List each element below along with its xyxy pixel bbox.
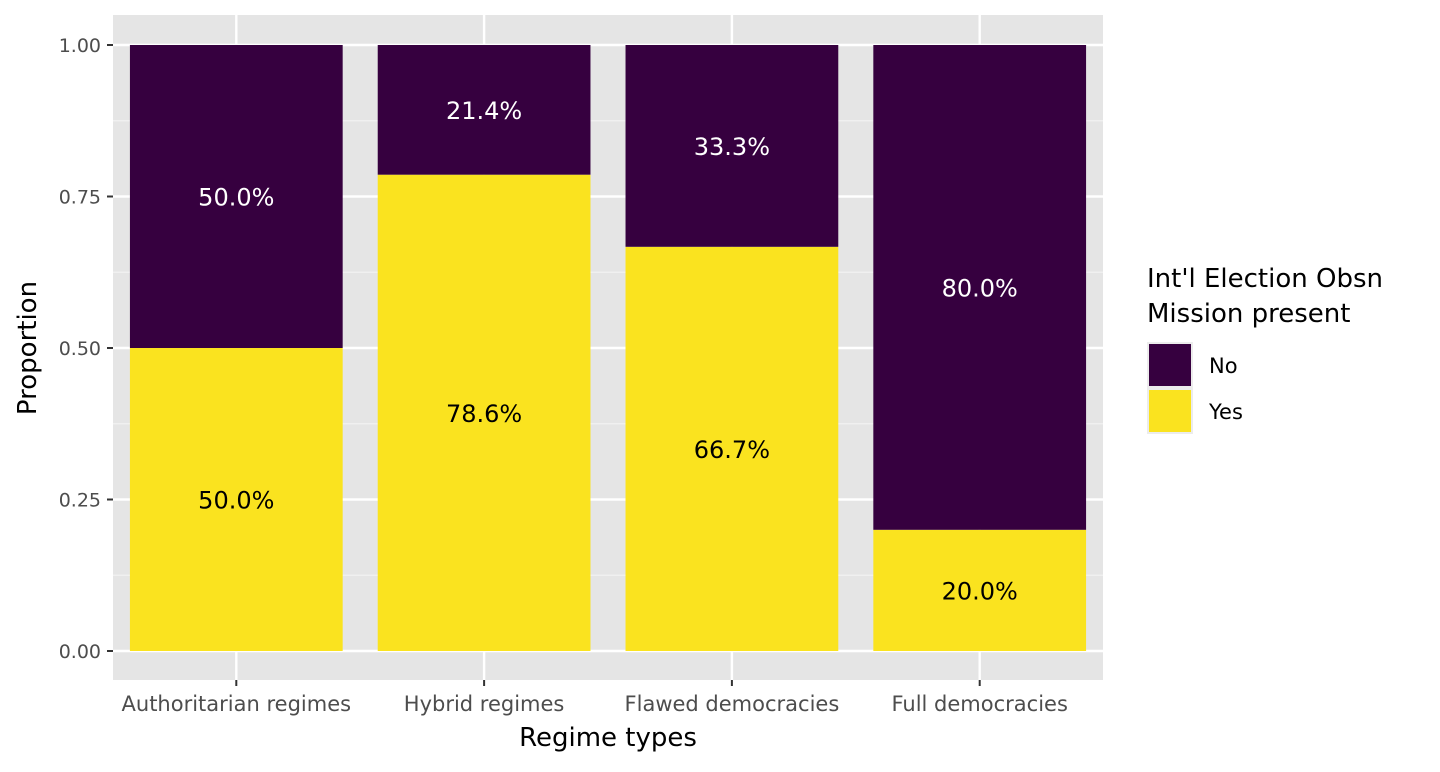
y-tick-label: 1.00	[59, 35, 101, 57]
bar-no	[625, 45, 839, 247]
legend-label-yes: Yes	[1208, 400, 1243, 424]
bar-no	[129, 45, 343, 348]
axes: 0.00 0.25 0.50 0.75 1.00 Authoritarian regime…	[59, 35, 1068, 716]
data-label: 20.0%	[942, 577, 1018, 605]
x-tick-label: Flawed democracies	[625, 692, 840, 716]
data-label: 78.6%	[446, 400, 522, 428]
legend-label-no: No	[1209, 354, 1238, 378]
bar-yes	[129, 348, 343, 651]
legend-key-no	[1149, 344, 1191, 386]
x-tick-label: Full democracies	[891, 692, 1067, 716]
y-tick-label: 0.50	[59, 338, 101, 360]
bar-no	[873, 45, 1087, 530]
bar-no	[377, 45, 591, 175]
data-label: 33.3%	[694, 133, 770, 161]
bar-yes	[625, 246, 839, 651]
data-label: 50.0%	[198, 487, 274, 515]
x-axis-title: Regime types	[519, 723, 697, 753]
y-axis-title: Proportion	[13, 281, 43, 415]
data-label: 80.0%	[942, 274, 1018, 302]
y-tick-label: 0.25	[59, 490, 101, 512]
legend-title-line-1: Int'l Election Obsn	[1147, 264, 1383, 294]
y-tick-label: 0.00	[59, 641, 101, 663]
legend-key-yes	[1149, 390, 1191, 432]
legend: Int'l Election Obsn Mission present No Y…	[1147, 264, 1383, 434]
data-label: 66.7%	[694, 436, 770, 464]
y-tick-label: 0.75	[59, 187, 101, 209]
bar-yes	[377, 174, 591, 651]
data-label: 21.4%	[446, 97, 522, 125]
legend-title-line-2: Mission present	[1147, 299, 1350, 329]
x-tick-label: Authoritarian regimes	[122, 692, 352, 716]
data-labels: 50.0% 50.0% 78.6% 21.4% 66.7% 33.3% 20.0% 80.0%	[198, 97, 1018, 606]
bar-yes	[873, 529, 1087, 651]
x-tick-label: Hybrid regimes	[404, 692, 565, 716]
bars	[129, 45, 1087, 651]
data-label: 50.0%	[198, 184, 274, 212]
